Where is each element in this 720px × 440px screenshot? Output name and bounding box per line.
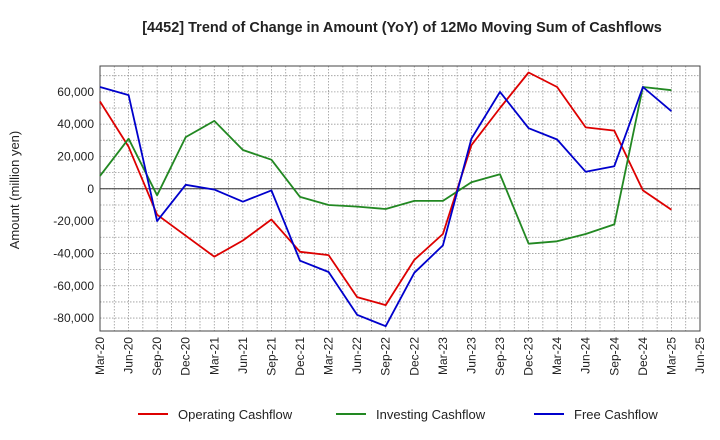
x-tick-label: Mar-25: [664, 337, 678, 375]
y-tick-label: -40,000: [53, 246, 94, 260]
x-tick-label: Jun-23: [464, 337, 478, 374]
x-tick-label: Jun-24: [579, 337, 593, 374]
x-tick-label: Sep-21: [264, 337, 278, 376]
x-tick-label: Jun-22: [350, 337, 364, 374]
x-tick-label: Mar-23: [436, 337, 450, 375]
chart-title: [4452] Trend of Change in Amount (YoY) o…: [142, 20, 662, 36]
x-tick-label: Dec-21: [293, 337, 307, 376]
x-tick-label: Mar-22: [322, 337, 336, 375]
y-tick-label: 40,000: [57, 117, 94, 131]
x-tick-label: Dec-20: [179, 337, 193, 376]
y-tick-label: -60,000: [53, 279, 94, 293]
x-tick-label: Mar-20: [93, 337, 107, 375]
x-tick-label: Dec-23: [522, 337, 536, 376]
x-tick-label: Mar-24: [550, 337, 564, 375]
series-line-operating-cashflow: [99, 71, 672, 307]
x-axis-ticks: Mar-20 Jun-20 Sep-20 Dec-20 Mar-21 Jun-21 Sep-…: [93, 337, 707, 376]
series-line-investing-cashflow: [99, 86, 672, 245]
legend: Operating Cashflow Investing Cashflow Free…: [138, 407, 658, 422]
x-tick-label: Jun-20: [122, 337, 136, 374]
grid-lines: [100, 66, 700, 331]
series-line-free-cashflow: [99, 86, 672, 328]
y-tick-label: 0: [87, 182, 94, 196]
legend-label-investing-cashflow: Investing Cashflow: [376, 407, 486, 422]
legend-label-free-cashflow: Free Cashflow: [574, 407, 658, 422]
x-tick-label: Jun-21: [236, 337, 250, 374]
plot-frame: [99, 65, 701, 332]
x-tick-label: Dec-22: [407, 337, 421, 376]
x-tick-label: Jun-25: [693, 337, 707, 374]
y-tick-label: 20,000: [57, 149, 94, 163]
y-tick-label: -80,000: [53, 311, 94, 325]
series-layer: [99, 71, 672, 328]
x-tick-label: Sep-20: [150, 337, 164, 376]
y-axis-ticks: -80,000 -60,000 -40,000 -20,000 0 20,000 40,00…: [53, 85, 94, 325]
x-tick-label: Sep-22: [379, 337, 393, 376]
x-tick-label: Sep-24: [607, 337, 621, 376]
y-axis-label: Amount (million yen): [7, 131, 22, 250]
x-tick-label: Mar-21: [207, 337, 221, 375]
x-tick-label: Dec-24: [636, 337, 650, 376]
y-tick-label: -20,000: [53, 214, 94, 228]
x-tick-label: Sep-23: [493, 337, 507, 376]
legend-label-operating-cashflow: Operating Cashflow: [178, 407, 293, 422]
y-tick-label: 60,000: [57, 85, 94, 99]
